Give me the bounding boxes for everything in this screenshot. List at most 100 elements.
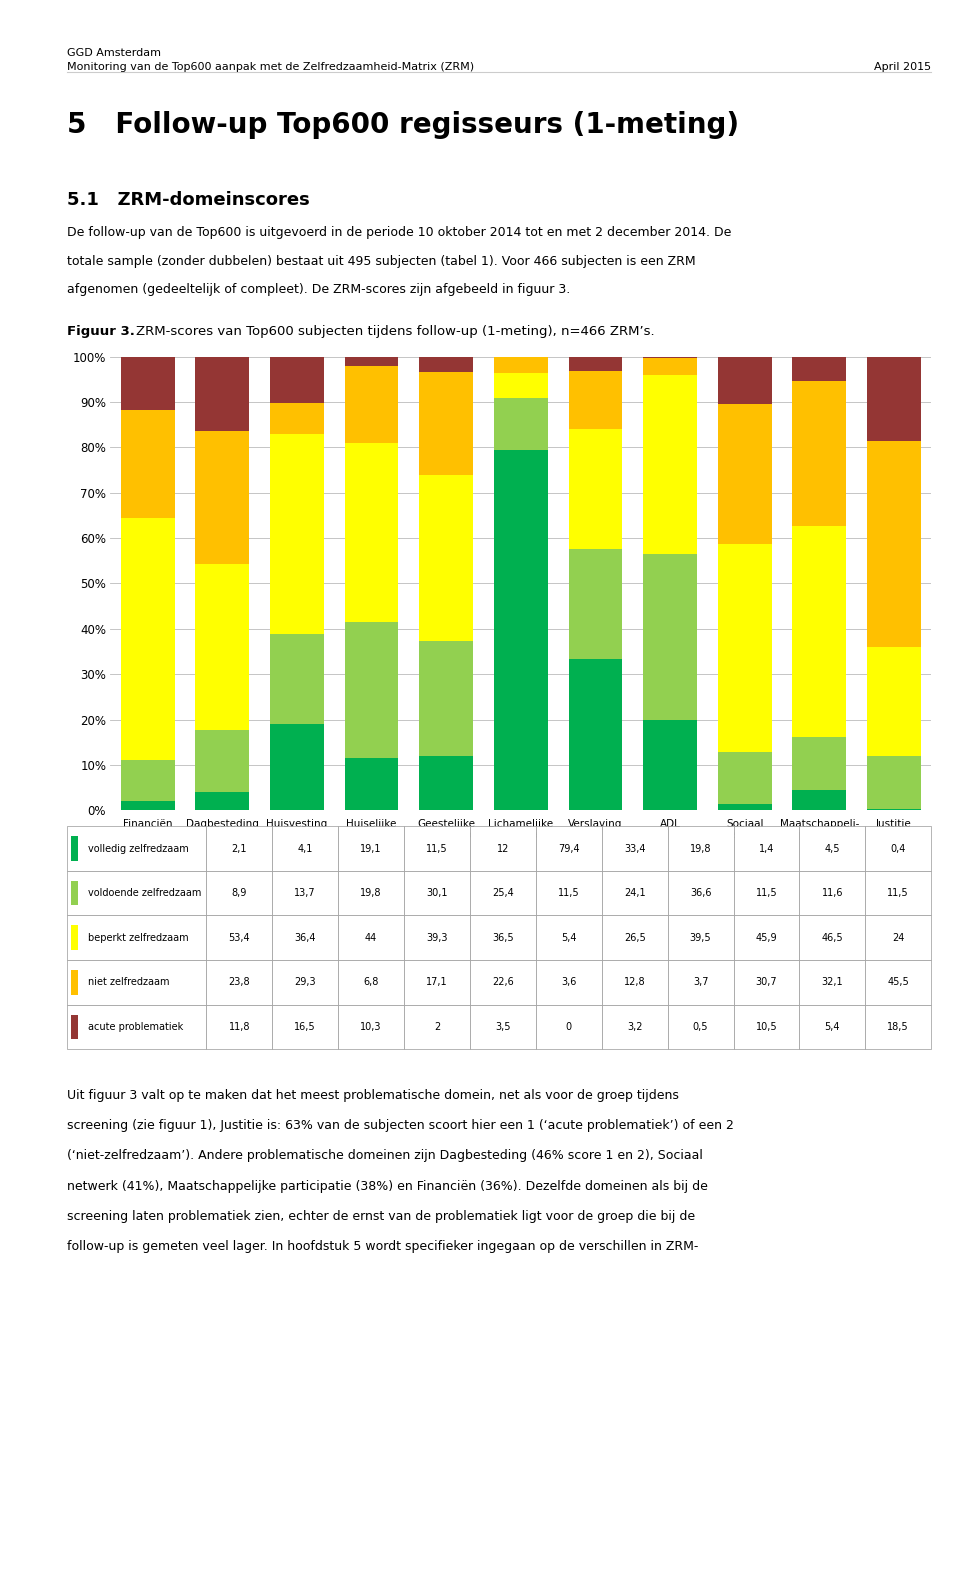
Bar	[345, 758, 398, 810]
Bar	[270, 403, 324, 435]
Text: 2,1: 2,1	[231, 844, 247, 853]
Text: 11,5: 11,5	[558, 888, 580, 898]
Text: 23,8: 23,8	[228, 977, 251, 987]
Bar	[270, 634, 324, 724]
Bar	[270, 435, 324, 634]
Bar	[867, 756, 921, 809]
Text: 3,5: 3,5	[495, 1022, 511, 1032]
Text: 0: 0	[565, 1022, 572, 1032]
Bar	[643, 357, 697, 358]
Text: 5.1   ZRM-domeinscores: 5.1 ZRM-domeinscores	[67, 191, 310, 209]
Text: beperkt zelfredzaam: beperkt zelfredzaam	[88, 933, 189, 942]
Text: 11,5: 11,5	[887, 888, 909, 898]
Text: 30,7: 30,7	[756, 977, 778, 987]
Bar	[867, 648, 921, 756]
Bar	[121, 357, 175, 411]
Text: netwerk (41%), Maatschappelijke participatie (38%) en Financiën (36%). Dezelfde : netwerk (41%), Maatschappelijke particip…	[67, 1180, 708, 1192]
Text: 44: 44	[365, 933, 377, 942]
Text: 19,8: 19,8	[360, 888, 382, 898]
Text: 4,1: 4,1	[298, 844, 313, 853]
Bar	[420, 474, 473, 640]
Bar	[792, 737, 846, 790]
Text: 33,4: 33,4	[624, 844, 645, 853]
Bar	[121, 517, 175, 761]
Bar	[718, 543, 772, 751]
Text: volledig zelfredzaam: volledig zelfredzaam	[88, 844, 189, 853]
Text: 19,1: 19,1	[360, 844, 382, 853]
Text: 45,9: 45,9	[756, 933, 778, 942]
Bar	[643, 554, 697, 721]
Text: 11,6: 11,6	[822, 888, 843, 898]
Text: totale sample (zonder dubbelen) bestaat uit 495 subjecten (tabel 1). Voor 466 su: totale sample (zonder dubbelen) bestaat …	[67, 255, 696, 267]
Bar	[270, 357, 324, 403]
Text: 4,5: 4,5	[825, 844, 840, 853]
Text: screening laten problematiek zien, echter de ernst van de problematiek ligt voor: screening laten problematiek zien, echte…	[67, 1210, 695, 1223]
Bar	[568, 357, 622, 371]
Bar	[792, 380, 846, 527]
Bar	[718, 751, 772, 804]
Text: 29,3: 29,3	[295, 977, 316, 987]
Bar	[420, 357, 473, 373]
Bar	[196, 565, 250, 729]
Text: 10,3: 10,3	[360, 1022, 382, 1032]
Bar	[494, 374, 547, 398]
Bar	[196, 729, 250, 791]
Text: 2: 2	[434, 1022, 440, 1032]
Bar	[867, 441, 921, 648]
Bar	[867, 809, 921, 810]
Text: 11,8: 11,8	[228, 1022, 251, 1032]
Text: 0,4: 0,4	[891, 844, 906, 853]
Text: 13,7: 13,7	[295, 888, 316, 898]
Text: 24,1: 24,1	[624, 888, 645, 898]
Bar	[792, 790, 846, 810]
Bar	[568, 371, 622, 430]
Text: 3,2: 3,2	[627, 1022, 642, 1032]
Text: 36,4: 36,4	[295, 933, 316, 942]
Text: Monitoring van de Top600 aanpak met de Zelfredzaamheid-Matrix (ZRM): Monitoring van de Top600 aanpak met de Z…	[67, 62, 474, 72]
Text: 19,8: 19,8	[690, 844, 711, 853]
Bar	[494, 357, 547, 374]
Text: April 2015: April 2015	[874, 62, 931, 72]
Text: 10,5: 10,5	[756, 1022, 778, 1032]
Bar	[643, 376, 697, 554]
Bar	[420, 756, 473, 810]
Bar	[718, 404, 772, 543]
Text: 26,5: 26,5	[624, 933, 645, 942]
Text: ZRM-scores van Top600 subjecten tijdens follow-up (1-meting), n=466 ZRM’s.: ZRM-scores van Top600 subjecten tijdens …	[136, 325, 655, 338]
Text: acute problematiek: acute problematiek	[88, 1022, 183, 1032]
Text: Uit figuur 3 valt op te maken dat het meest problematische domein, net als voor : Uit figuur 3 valt op te maken dat het me…	[67, 1089, 679, 1102]
Text: 39,5: 39,5	[690, 933, 711, 942]
Bar	[345, 621, 398, 758]
Text: 5   Follow-up Top600 regisseurs (1-meting): 5 Follow-up Top600 regisseurs (1-meting)	[67, 111, 739, 140]
Text: 6,8: 6,8	[364, 977, 379, 987]
Text: 11,5: 11,5	[756, 888, 778, 898]
Bar	[643, 358, 697, 376]
Text: 8,9: 8,9	[231, 888, 247, 898]
Text: 11,5: 11,5	[426, 844, 447, 853]
Text: 25,4: 25,4	[492, 888, 514, 898]
Bar	[121, 761, 175, 801]
Bar	[494, 451, 547, 810]
Text: 32,1: 32,1	[822, 977, 843, 987]
Bar	[345, 357, 398, 366]
Text: 17,1: 17,1	[426, 977, 447, 987]
Text: 36,5: 36,5	[492, 933, 514, 942]
Bar	[196, 791, 250, 810]
Text: 45,5: 45,5	[887, 977, 909, 987]
Text: 3,6: 3,6	[561, 977, 577, 987]
Bar	[718, 357, 772, 404]
Bar	[420, 373, 473, 474]
Bar	[568, 659, 622, 810]
Text: 22,6: 22,6	[492, 977, 514, 987]
Bar	[196, 357, 250, 431]
Bar	[792, 527, 846, 737]
Text: 30,1: 30,1	[426, 888, 447, 898]
Text: 24: 24	[892, 933, 904, 942]
Text: 36,6: 36,6	[690, 888, 711, 898]
Text: follow-up is gemeten veel lager. In hoofdstuk 5 wordt specifieker ingegaan op de: follow-up is gemeten veel lager. In hoof…	[67, 1240, 699, 1253]
Text: voldoende zelfredzaam: voldoende zelfredzaam	[88, 888, 202, 898]
Bar	[568, 430, 622, 549]
Text: afgenomen (gedeeltelijk of compleet). De ZRM-scores zijn afgebeeld in figuur 3.: afgenomen (gedeeltelijk of compleet). De…	[67, 283, 570, 296]
Text: Figuur 3.: Figuur 3.	[67, 325, 140, 338]
Bar	[270, 724, 324, 810]
